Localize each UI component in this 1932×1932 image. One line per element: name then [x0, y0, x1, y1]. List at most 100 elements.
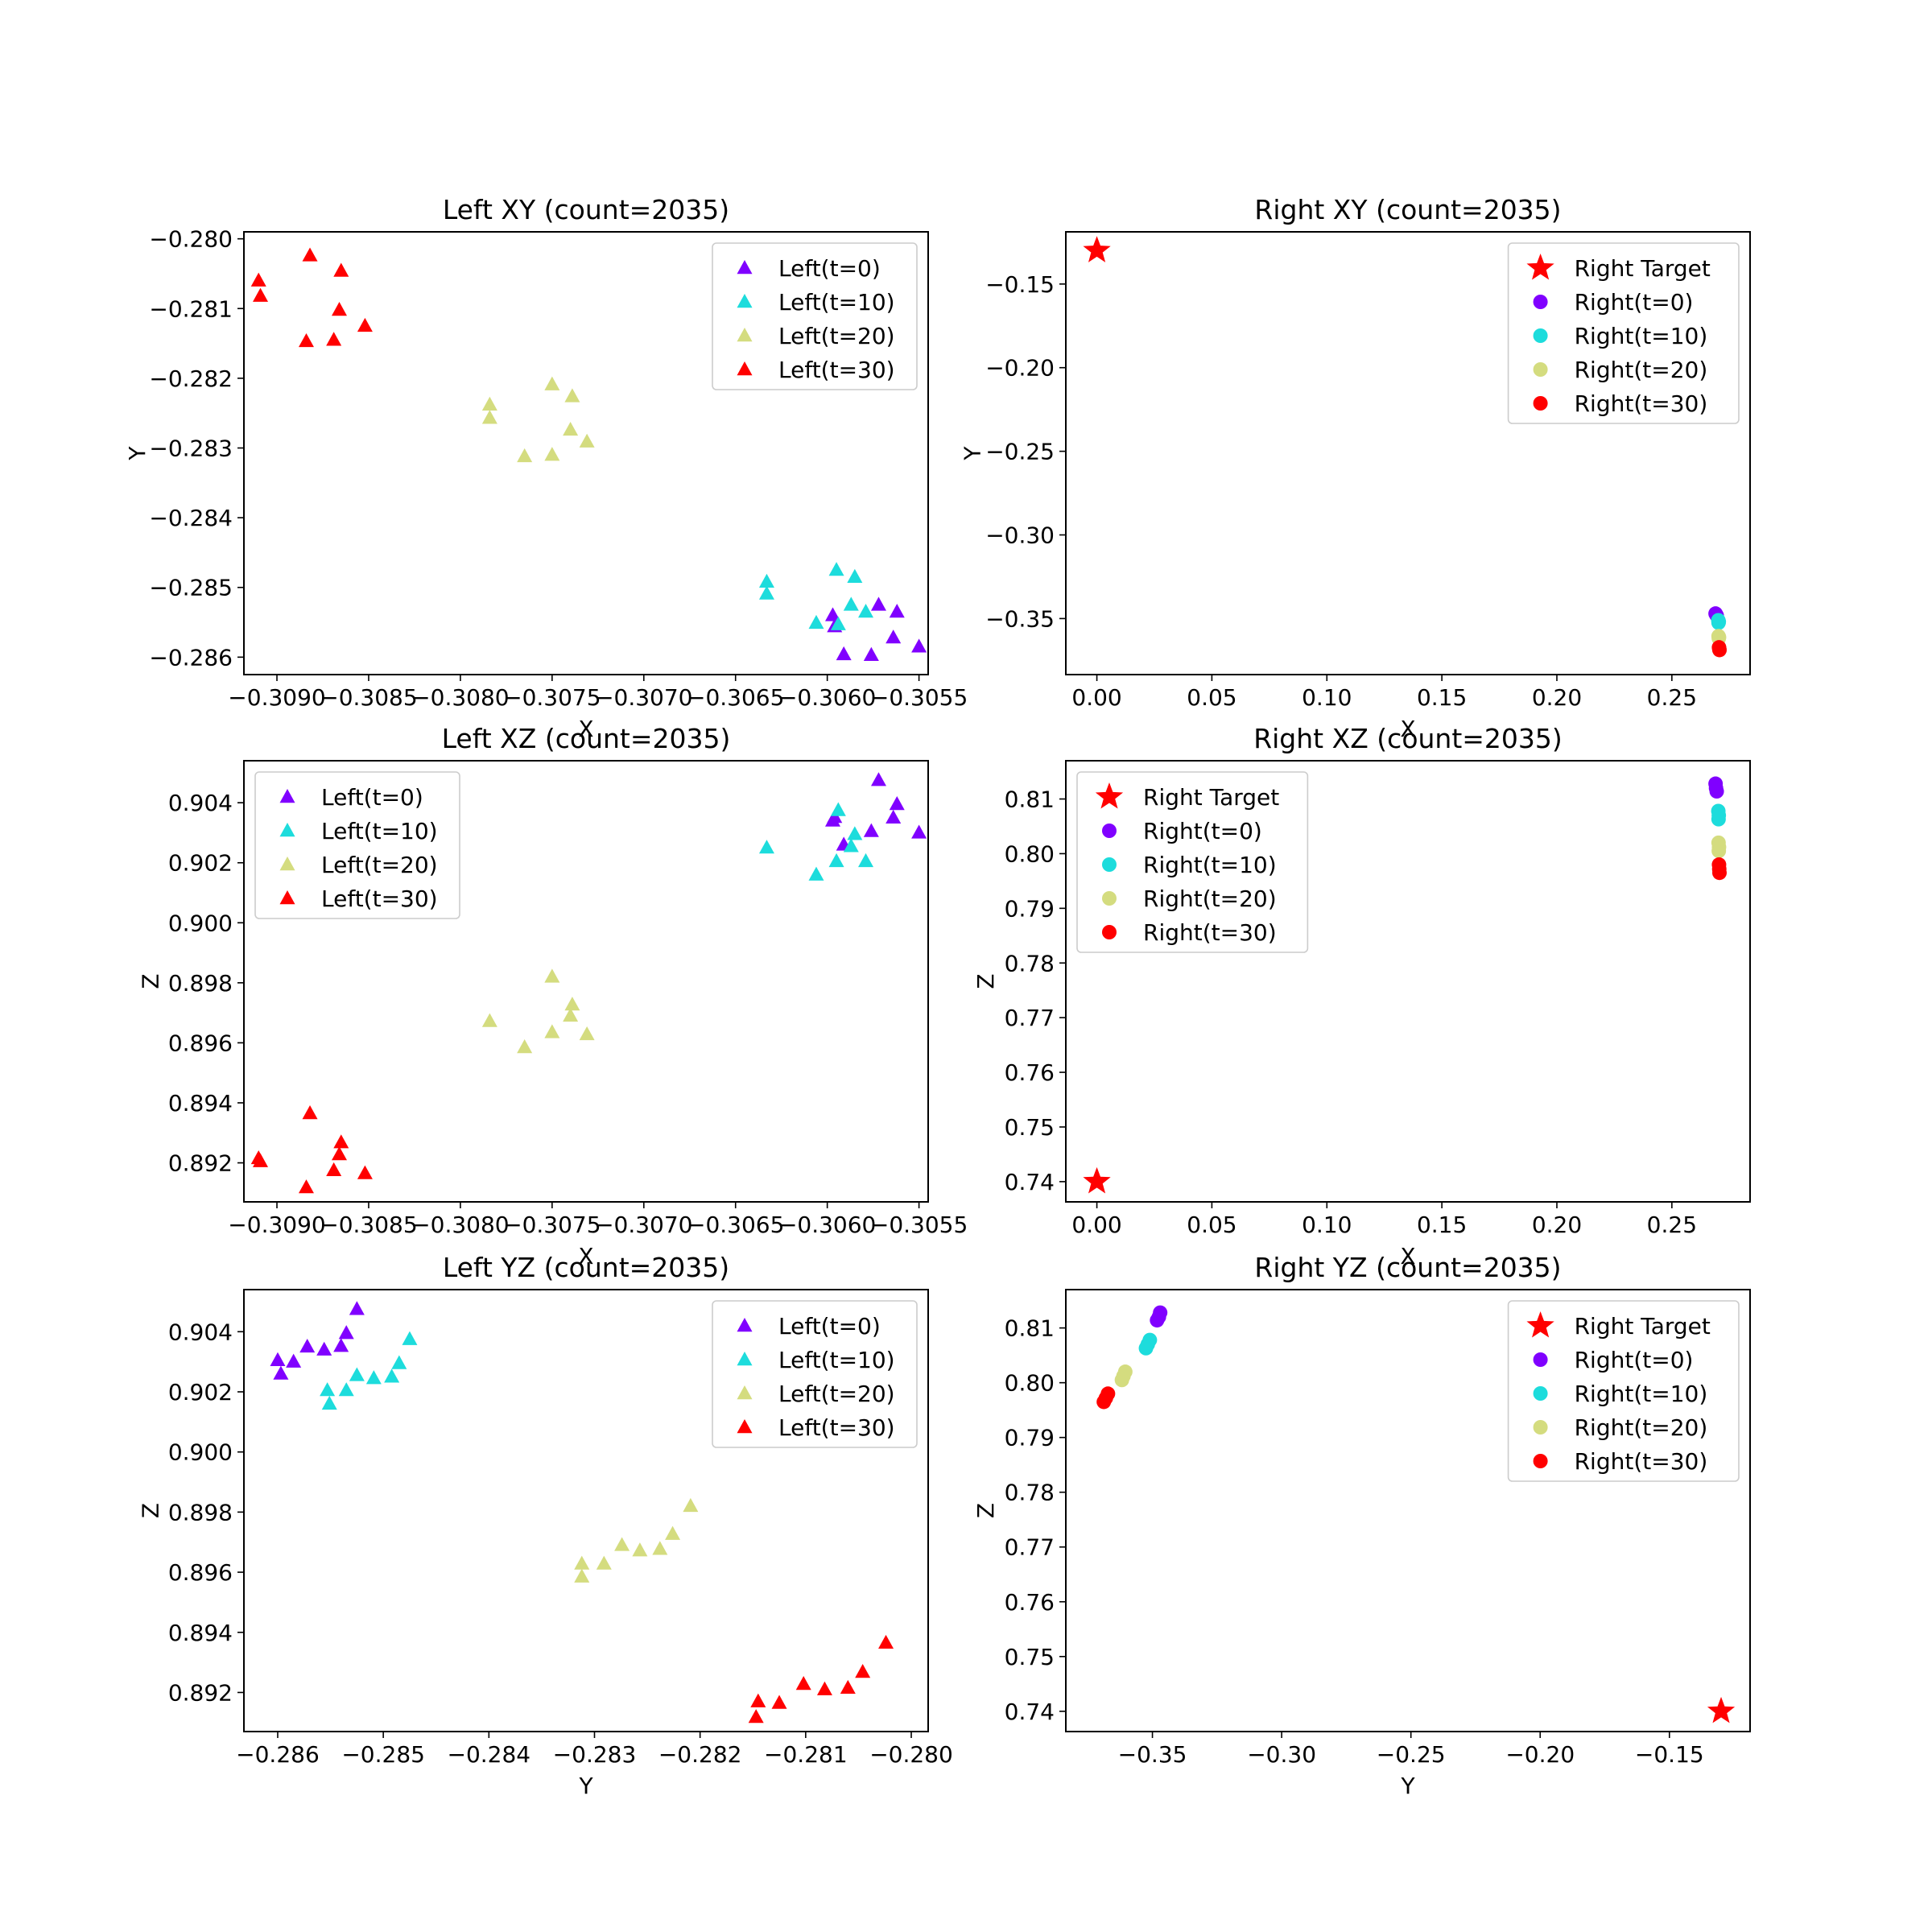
data-point: [596, 1555, 612, 1570]
series-right-target: [1083, 236, 1111, 262]
plot-frame: [243, 231, 929, 675]
data-point: [886, 630, 902, 644]
data-point: [321, 1395, 337, 1410]
data-point: [302, 1105, 318, 1120]
legend-marker: [737, 1318, 753, 1332]
series-left-t-20: [481, 968, 595, 1054]
x-tick-label: 0.10: [1302, 684, 1352, 711]
data-point: [333, 1134, 349, 1149]
legend-marker: [1533, 328, 1548, 343]
legend-label: Left(t=30): [778, 357, 895, 383]
y-tick-label: 0.76: [1005, 1589, 1055, 1616]
subplot-left-xz-count-2035: Left XZ (count=2035) −0.3090−0.3085−0.308…: [138, 723, 968, 1269]
y-tick-label: 0.75: [1005, 1114, 1055, 1141]
legend-label: Right(t=30): [1575, 1448, 1708, 1475]
data-point: [273, 1365, 289, 1380]
series-right-t-20: [1711, 835, 1727, 859]
x-tick-label: 0.15: [1417, 684, 1467, 711]
x-tick-label: −0.284: [448, 1741, 531, 1768]
data-point: [349, 1367, 365, 1381]
legend-label: Right Target: [1575, 255, 1711, 282]
x-axis-label: Y: [1400, 1773, 1415, 1799]
legend-box: [254, 771, 460, 919]
data-point: [1114, 1373, 1129, 1388]
data-point: [863, 823, 879, 837]
data-point: [886, 809, 902, 824]
x-axis-label: X: [1400, 716, 1415, 742]
data-point: [1711, 811, 1726, 827]
chart-title: Right XY (count=2035): [1254, 194, 1561, 225]
data-point: [683, 1497, 699, 1513]
data-point: [830, 802, 846, 816]
x-tick-label: −0.3070: [595, 684, 692, 711]
series-left-t-30: [250, 1105, 373, 1194]
data-point: [481, 396, 497, 411]
data-point: [331, 1146, 347, 1161]
legend-label: Right Target: [1575, 1313, 1711, 1340]
data-point: [808, 614, 824, 630]
legend-marker: [1102, 857, 1117, 872]
data-point: [402, 1331, 418, 1345]
data-point: [544, 1024, 560, 1038]
legend-label: Left(t=10): [778, 1347, 895, 1373]
series-left-t-30: [748, 1634, 894, 1724]
y-tick-label: 0.892: [168, 1679, 233, 1706]
legend-label: Left(t=20): [778, 1381, 895, 1407]
x-tick-label: −0.3065: [687, 684, 784, 711]
series-left-t-10: [320, 1331, 418, 1410]
y-tick-label: −0.30: [985, 522, 1055, 549]
series-right-t-30: [1711, 640, 1727, 658]
x-tick-label: −0.35: [1118, 1741, 1187, 1768]
data-point: [338, 1325, 354, 1340]
data-point: [320, 1382, 336, 1397]
data-point: [825, 607, 841, 621]
data-point: [1711, 844, 1727, 859]
legend: Left(t=0) Left(t=10) Left(t=20) Left(t=30): [712, 242, 918, 390]
series-left-t-0: [825, 772, 927, 851]
x-tick-label: −0.282: [658, 1741, 742, 1768]
data-point: [481, 410, 497, 424]
data-point: [858, 852, 874, 868]
x-tick-label: 0.15: [1417, 1212, 1467, 1238]
data-point: [250, 272, 266, 287]
y-tick-label: 0.76: [1005, 1059, 1055, 1086]
x-tick-label: 0.05: [1187, 684, 1236, 711]
x-tick-label: −0.283: [553, 1741, 637, 1768]
data-point: [1096, 1394, 1112, 1410]
legend-marker: [279, 823, 295, 837]
data-point: [771, 1695, 787, 1709]
plot-frame: [1065, 231, 1751, 675]
legend-box: [712, 242, 918, 390]
subplot-right-xz-count-2035: Right XZ (count=2035) 0.00 0.05 0.10 0.15 0.2…: [972, 723, 1751, 1269]
data-point: [349, 1301, 365, 1315]
data-point: [338, 1382, 354, 1397]
data-point: [889, 796, 905, 811]
series-right-t-10: [1711, 613, 1727, 630]
legend-label: Right(t=20): [1575, 357, 1708, 383]
data-point: [878, 1634, 894, 1649]
x-axis-label: X: [578, 1243, 593, 1269]
x-tick-label: −0.3060: [778, 1212, 876, 1238]
chart-title: Left YZ (count=2035): [443, 1252, 729, 1283]
y-tick-label: 0.74: [1005, 1169, 1055, 1195]
data-point: [286, 1353, 302, 1368]
data-point: [1711, 615, 1726, 630]
x-tick-label: −0.3070: [595, 1212, 692, 1238]
legend-label: Right(t=20): [1143, 886, 1277, 912]
y-tick-label: −0.25: [985, 439, 1055, 465]
x-tick-label: −0.281: [764, 1741, 848, 1768]
data-point: [748, 1709, 764, 1724]
data-point: [1709, 784, 1724, 799]
y-axis-label: Z: [972, 973, 999, 989]
y-tick-label: 0.79: [1005, 895, 1055, 922]
y-tick-label: 0.894: [168, 1620, 233, 1646]
series-left-t-20: [574, 1497, 699, 1583]
x-tick-label: −0.280: [869, 1741, 953, 1768]
target-star-point: [1083, 1166, 1111, 1194]
data-point: [808, 866, 824, 881]
series-right-target: [1083, 1166, 1111, 1194]
legend-marker: [1533, 1454, 1548, 1468]
data-point: [563, 1007, 579, 1022]
data-point: [270, 1352, 286, 1366]
